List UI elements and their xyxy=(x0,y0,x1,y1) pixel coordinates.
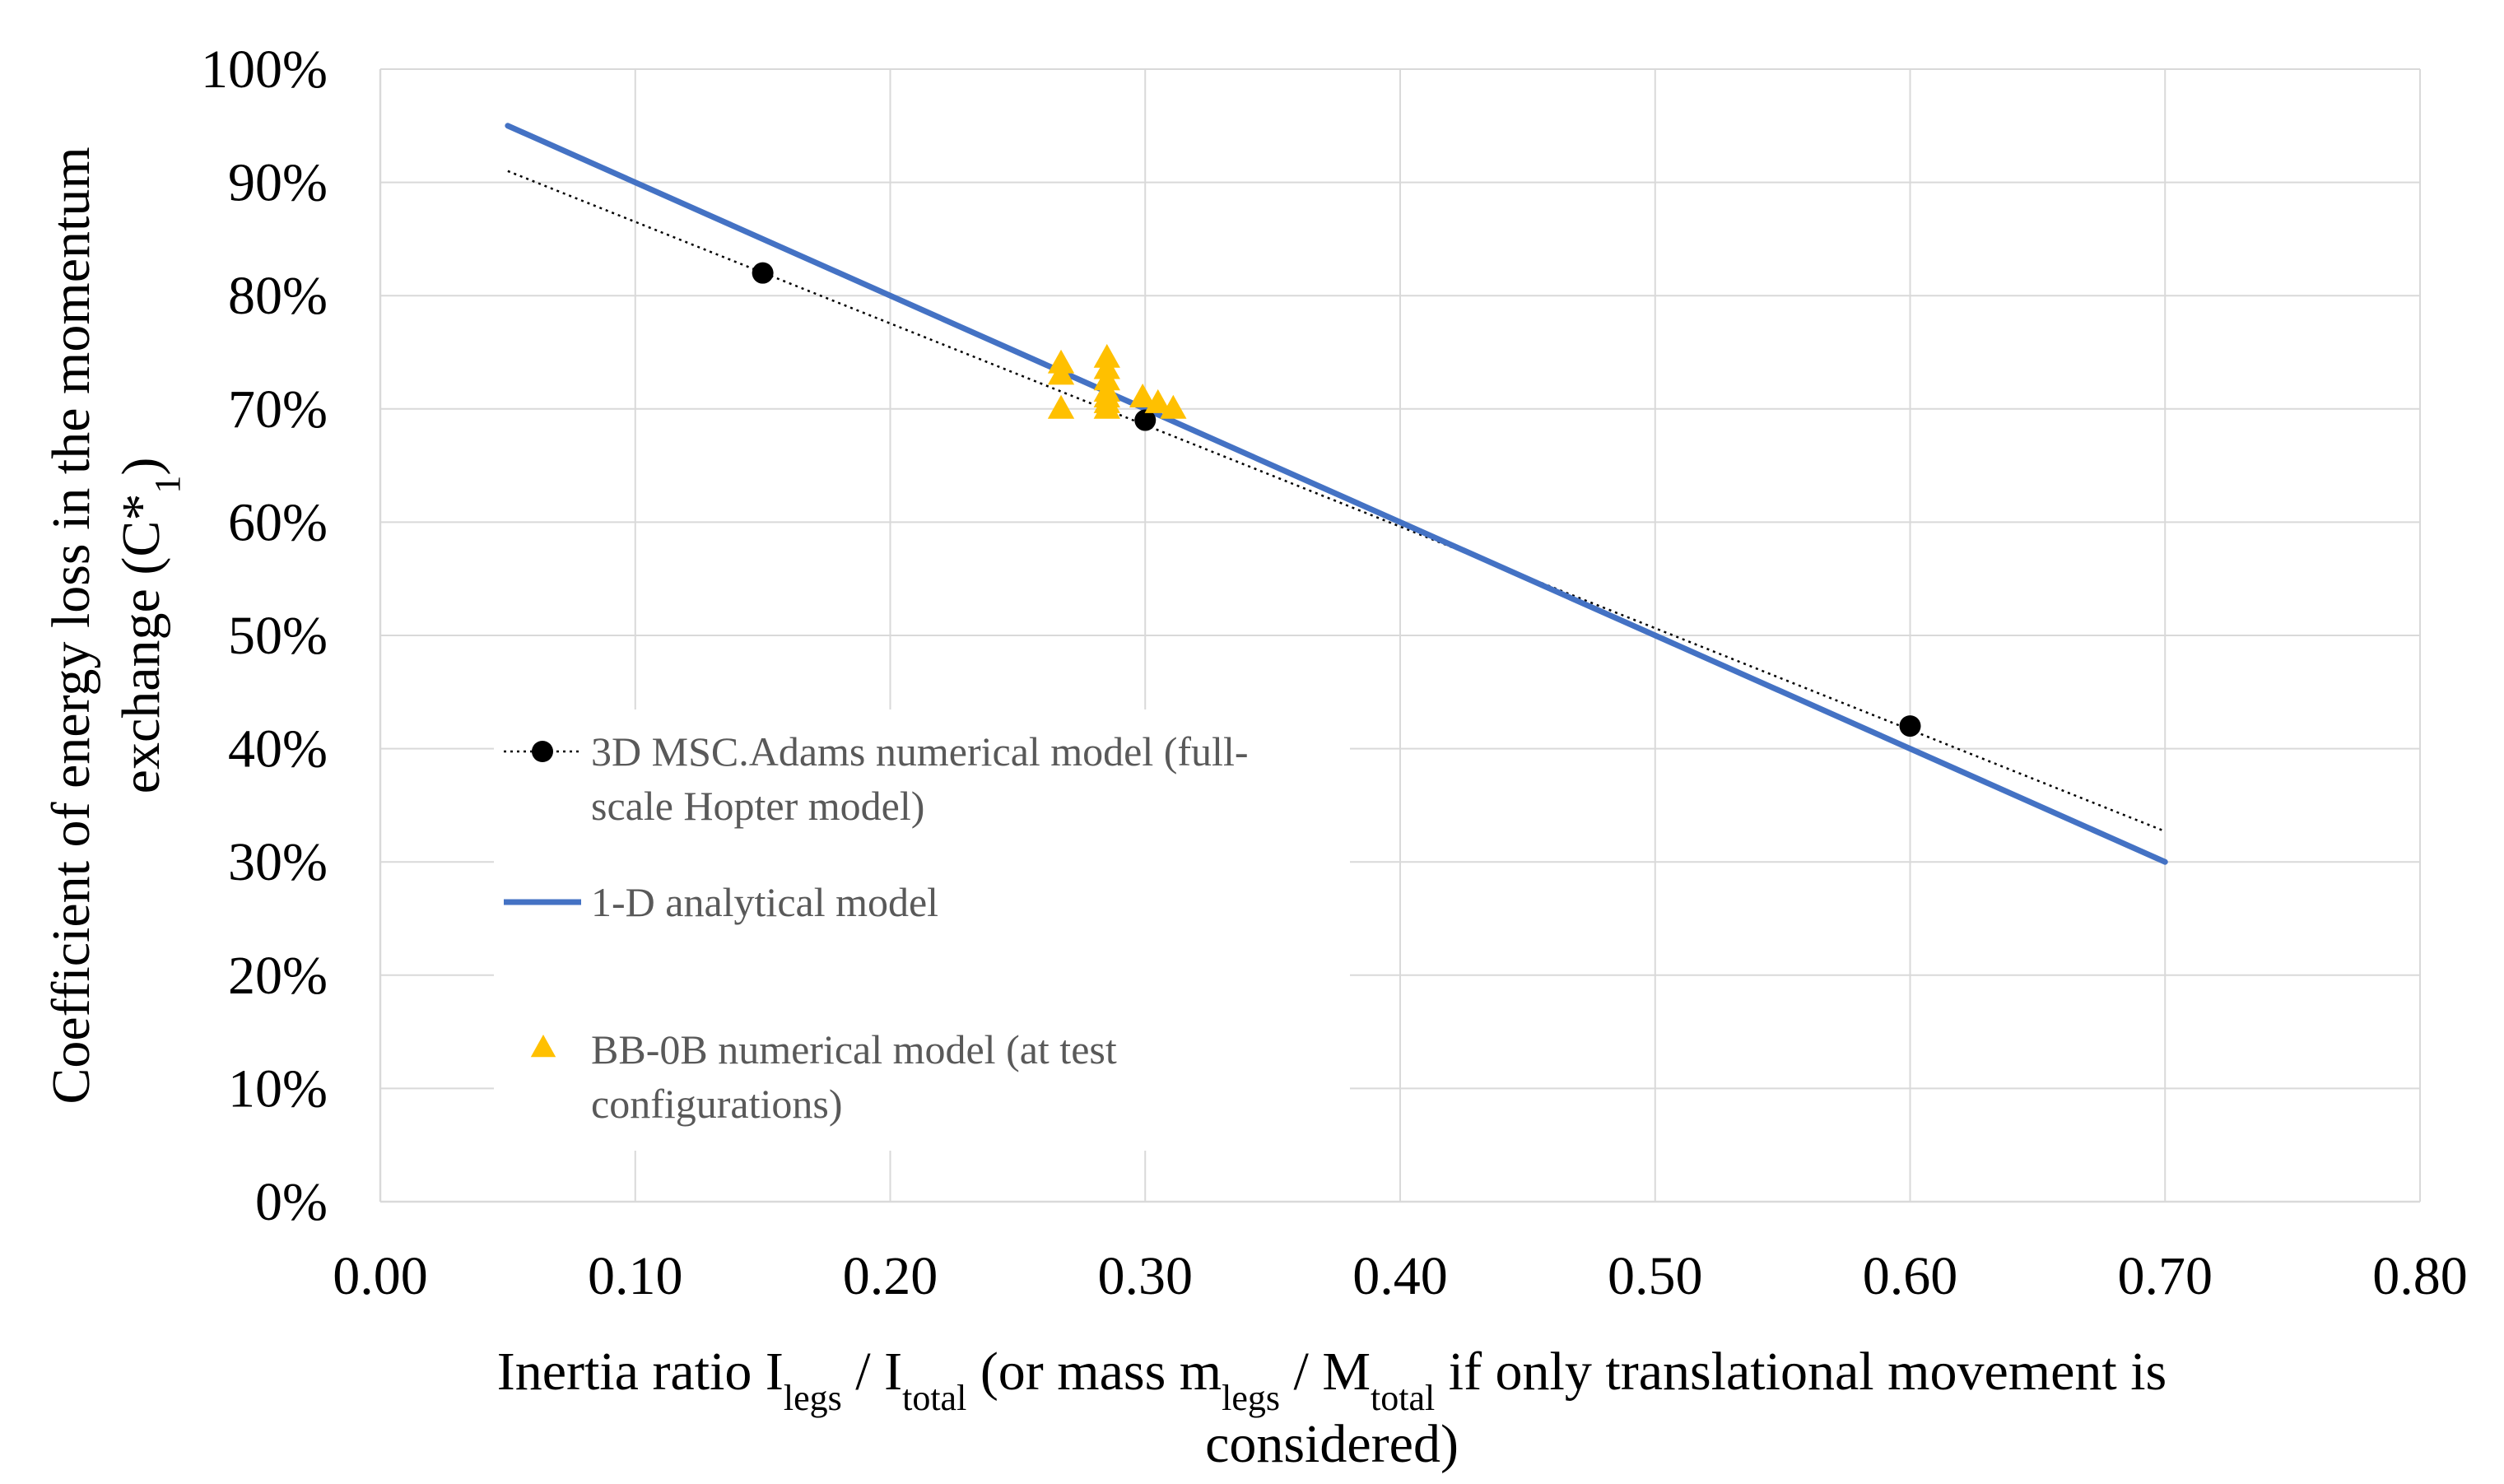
series-bb0b-point xyxy=(1160,394,1187,419)
y-tick-labels: 0% 10% 20% 30% 40% 50% 60% 70% 80% 90% 100% xyxy=(201,40,328,1232)
x-tick-label: 0.50 xyxy=(1608,1246,1703,1306)
y-tick-label: 80% xyxy=(228,266,328,326)
x-tick-label: 0.10 xyxy=(588,1246,683,1306)
plot-series xyxy=(505,123,2168,865)
y-tick-label: 100% xyxy=(201,40,328,100)
x-axis-title-part4: / M xyxy=(1280,1342,1371,1402)
x-tick-label: 0.70 xyxy=(2118,1246,2213,1306)
legend-3d-label: 3D MSC.Adams numerical model (full- xyxy=(591,728,1249,775)
y-tick-label: 60% xyxy=(228,492,328,552)
y-tick-label: 0% xyxy=(255,1172,328,1232)
x-tick-label: 0.80 xyxy=(2372,1246,2468,1306)
y-tick-label: 50% xyxy=(228,606,328,666)
series-3d-point xyxy=(1134,409,1157,431)
legend-bb0b-marker xyxy=(530,1035,556,1058)
y-tick-label: 10% xyxy=(228,1058,328,1119)
series-bb0b-point xyxy=(1047,394,1075,419)
x-axis-title-sub2: total xyxy=(902,1378,966,1418)
y-tick-label: 20% xyxy=(228,946,328,1006)
x-tick-label: 0.00 xyxy=(333,1246,428,1306)
series-bb0b-point xyxy=(1129,384,1157,407)
y-tick-label: 70% xyxy=(228,379,328,440)
x-axis-title-line2: considered) xyxy=(1205,1414,1459,1474)
series-bb0b-point xyxy=(1144,388,1171,413)
y-axis-title-line2: exchange (C*1) xyxy=(111,458,188,794)
legend-background-layer xyxy=(494,709,1350,1151)
y-axis-title-line2-end: ) xyxy=(111,458,171,476)
series-1d-analytical-line xyxy=(505,123,2168,865)
y-axis-title-line1: Coefficient of energy loss in the moment… xyxy=(41,147,101,1104)
x-axis-title-part1: Inertia ratio I xyxy=(497,1342,784,1402)
series-bb0b-point xyxy=(1093,394,1120,419)
legend-bb0b-label: configurations) xyxy=(591,1081,842,1127)
legend-background xyxy=(494,709,1350,1151)
y-tick-label: 30% xyxy=(228,832,328,892)
x-axis-title-sub3: legs xyxy=(1222,1378,1280,1418)
y-axis-title-group: Coefficient of energy loss in the moment… xyxy=(41,147,188,1104)
legend-1d-label: 1-D analytical model xyxy=(591,879,938,925)
y-axis-title-subscript: 1 xyxy=(147,476,188,494)
y-tick-label: 40% xyxy=(228,719,328,779)
series-3d-point xyxy=(1899,715,1921,737)
x-tick-label: 0.20 xyxy=(843,1246,938,1306)
x-tick-label: 0.30 xyxy=(1098,1246,1194,1306)
x-tick-label: 0.60 xyxy=(1863,1246,1958,1306)
x-axis-title-sub4: total xyxy=(1371,1378,1435,1418)
axes xyxy=(379,69,2420,1203)
legend: 3D MSC.Adams numerical model (full-scale… xyxy=(504,728,1249,1127)
x-axis-title-part3: (or mass m xyxy=(966,1342,1222,1402)
x-tick-label: 0.40 xyxy=(1352,1246,1448,1306)
x-axis-title-line1: Inertia ratio Ilegs / Itotal (or mass ml… xyxy=(497,1342,2167,1418)
y-axis-title-line2-main: exchange (C* xyxy=(111,494,171,794)
legend-3d-marker xyxy=(532,741,553,762)
series-bb0b-point xyxy=(1047,361,1075,385)
x-tick-labels: 0.00 0.10 0.20 0.30 0.40 0.50 0.60 0.70 0.80 xyxy=(333,1246,2468,1306)
series-3d-point xyxy=(752,262,774,284)
x-axis-title-sub1: legs xyxy=(784,1378,842,1418)
x-axis-title-part2: / I xyxy=(842,1342,902,1402)
legend-bb0b-label: BB-0B numerical model (at test xyxy=(591,1026,1117,1072)
series-3d-trendline xyxy=(507,170,2166,833)
x-axis-title-part5: if only translational movement is xyxy=(1435,1342,2167,1402)
y-tick-label: 90% xyxy=(228,153,328,213)
legend-3d-label: scale Hopter model) xyxy=(591,783,924,829)
